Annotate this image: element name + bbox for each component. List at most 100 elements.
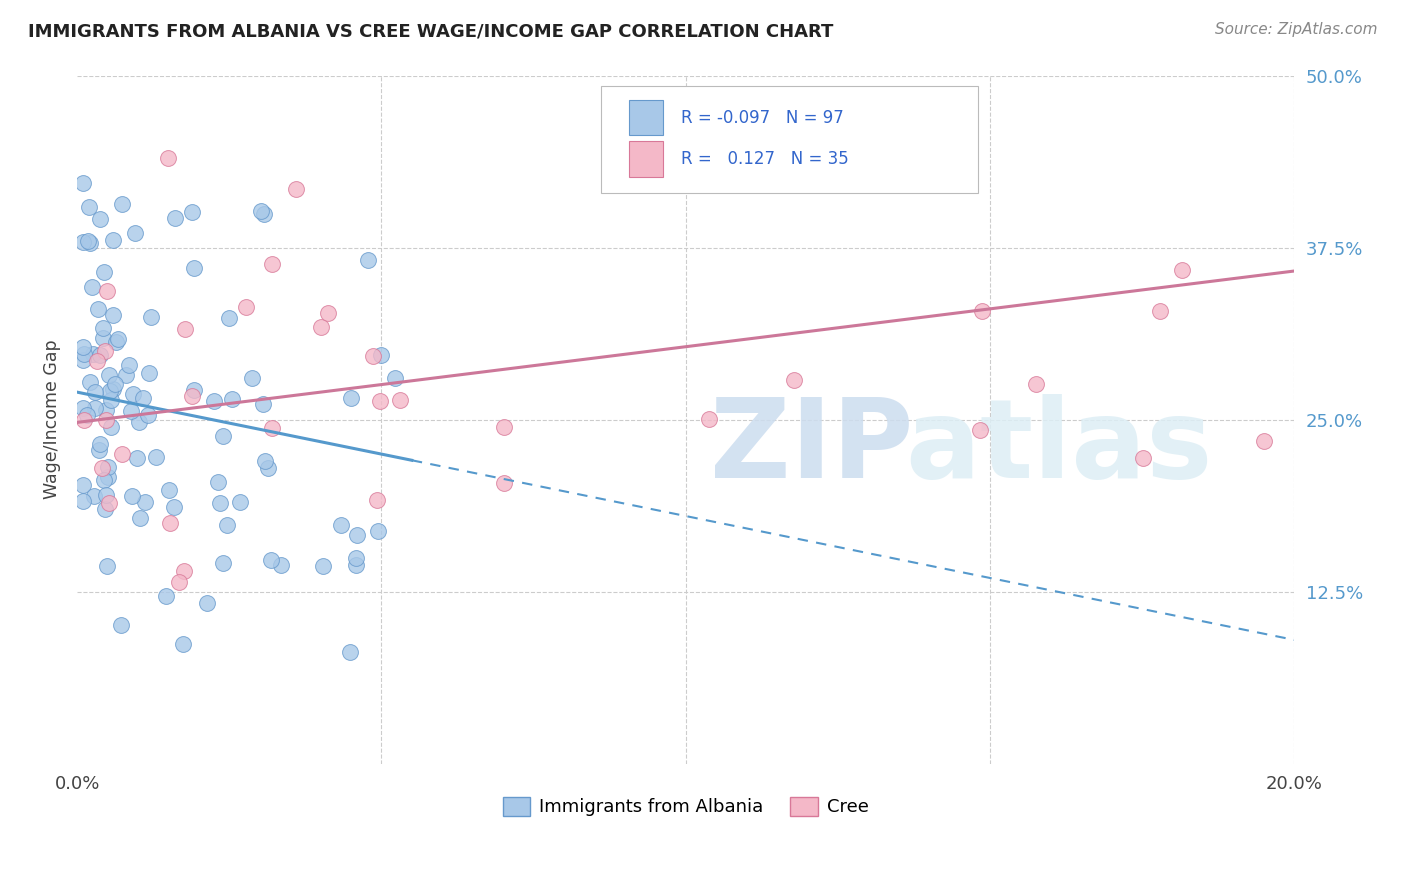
Point <box>157 151 180 165</box>
Point <box>97 368 120 383</box>
Point <box>368 393 391 408</box>
Point <box>72 177 94 191</box>
Point <box>72 340 94 354</box>
Text: ZIP: ZIP <box>710 393 914 500</box>
Point <box>127 451 149 466</box>
Point <box>163 500 186 515</box>
Point <box>311 320 333 334</box>
Point <box>72 235 94 249</box>
Point <box>72 478 94 492</box>
Point <box>100 392 122 407</box>
Point <box>165 211 187 225</box>
Point <box>111 447 134 461</box>
Point <box>253 206 276 220</box>
Point <box>366 493 388 508</box>
Point <box>284 182 307 196</box>
Point <box>77 234 100 248</box>
Point <box>82 347 104 361</box>
Point <box>145 450 167 465</box>
Point <box>221 392 243 406</box>
Legend: Immigrants from Albania, Cree: Immigrants from Albania, Cree <box>496 789 876 823</box>
Point <box>340 391 363 405</box>
Point <box>183 261 205 276</box>
Text: R = -0.097   N = 97: R = -0.097 N = 97 <box>681 109 844 127</box>
Point <box>257 461 280 475</box>
Point <box>181 388 204 402</box>
Point <box>330 517 353 532</box>
Text: Source: ZipAtlas.com: Source: ZipAtlas.com <box>1215 22 1378 37</box>
Point <box>229 495 252 509</box>
Y-axis label: Wage/Income Gap: Wage/Income Gap <box>44 340 60 500</box>
Point <box>344 558 367 572</box>
Point <box>344 551 367 566</box>
Point <box>260 552 283 566</box>
Point <box>197 596 219 610</box>
Point <box>253 454 276 468</box>
Point <box>96 285 118 299</box>
Point <box>89 348 111 362</box>
Point <box>1149 303 1171 318</box>
Point <box>159 516 181 530</box>
Point <box>93 264 115 278</box>
Point <box>367 524 389 538</box>
Point <box>94 413 117 427</box>
Point <box>82 280 104 294</box>
Point <box>93 473 115 487</box>
Point <box>90 460 112 475</box>
Point <box>121 489 143 503</box>
Point <box>101 233 124 247</box>
Point <box>103 309 125 323</box>
Point <box>260 257 283 271</box>
Point <box>202 394 225 409</box>
Point <box>209 496 232 510</box>
Point <box>122 387 145 401</box>
Point <box>83 489 105 503</box>
Point <box>699 412 721 426</box>
Point <box>132 391 155 405</box>
Point <box>389 393 412 408</box>
Point <box>84 384 107 399</box>
Point <box>494 475 516 490</box>
Point <box>79 375 101 389</box>
Point <box>972 303 994 318</box>
Point <box>86 354 108 368</box>
Point <box>212 556 235 570</box>
Point <box>211 429 233 443</box>
FancyBboxPatch shape <box>628 141 662 177</box>
Point <box>969 423 991 437</box>
Point <box>104 335 127 350</box>
FancyBboxPatch shape <box>628 100 662 136</box>
Point <box>215 517 238 532</box>
Point <box>357 252 380 267</box>
Point <box>134 495 156 509</box>
Point <box>139 310 162 324</box>
Point <box>270 558 292 573</box>
Point <box>107 333 129 347</box>
Text: IMMIGRANTS FROM ALBANIA VS CREE WAGE/INCOME GAP CORRELATION CHART: IMMIGRANTS FROM ALBANIA VS CREE WAGE/INC… <box>28 22 834 40</box>
Point <box>157 483 180 497</box>
Point <box>118 359 141 373</box>
Point <box>138 409 160 423</box>
Point <box>361 349 384 363</box>
Point <box>346 528 368 542</box>
Point <box>84 401 107 416</box>
Point <box>262 420 284 434</box>
Point <box>72 352 94 367</box>
Point <box>91 321 114 335</box>
Point <box>96 488 118 502</box>
Point <box>173 564 195 578</box>
Point <box>128 510 150 524</box>
Point <box>72 494 94 508</box>
Point <box>110 617 132 632</box>
Point <box>97 496 120 510</box>
Point <box>240 371 263 385</box>
Point <box>370 348 392 362</box>
Point <box>100 420 122 434</box>
Point <box>97 459 120 474</box>
Point <box>492 420 515 434</box>
Point <box>104 376 127 391</box>
Point <box>235 300 257 314</box>
Point <box>94 501 117 516</box>
Point <box>101 382 124 396</box>
Point <box>1132 450 1154 465</box>
